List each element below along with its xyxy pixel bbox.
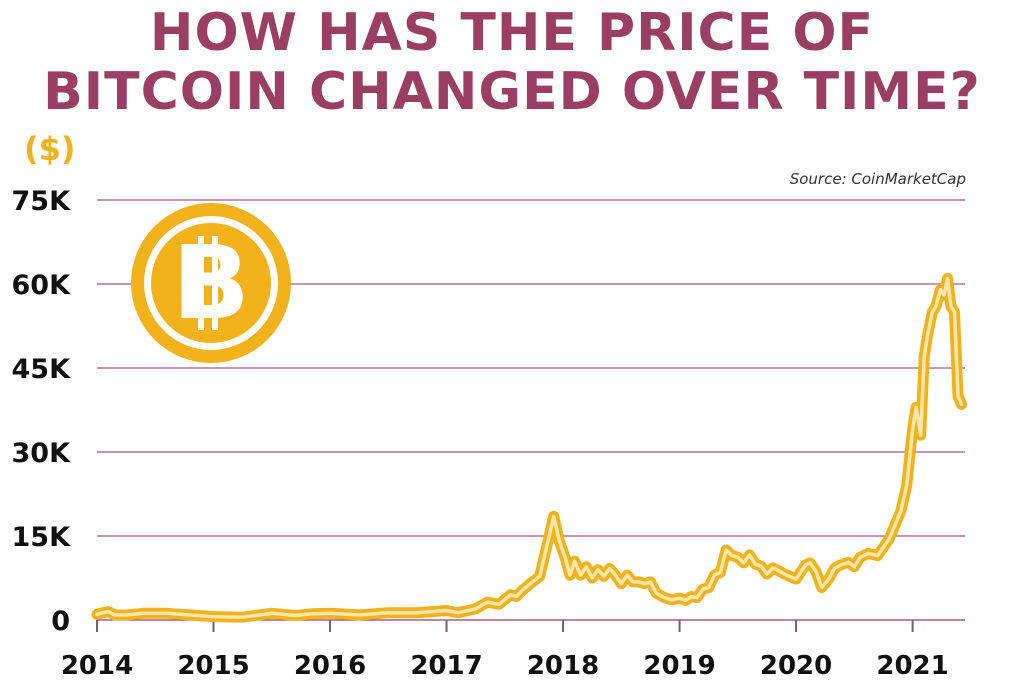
y-axis-unit-label: ($) [24,130,76,168]
y-tick-label: 30K [12,438,72,469]
x-axis-ticks: 2014 2015 2016 2017 2018 2019 2020 2021 [61,620,949,681]
price-line-inner [95,276,964,619]
chart-title-line-2: BITCOIN CHANGED OVER TIME? [43,62,981,122]
x-tick-label: 2015 [177,651,249,681]
bitcoin-logo-glyph: B [172,224,250,343]
chart-title: HOW HAS THE PRICE OF BITCOIN CHANGED OVE… [0,4,1024,122]
x-tick-label: 2020 [760,651,832,681]
chart-title-line-1: HOW HAS THE PRICE OF [149,3,875,63]
price-series [91,272,967,623]
bitcoin-logo-inner-disc [151,223,271,343]
x-tick-label: 2021 [876,651,948,681]
source-note: Source: CoinMarketCap [789,170,966,188]
y-axis-ticks: 0 15K 30K 45K 60K 75K [12,186,72,637]
y-tick-label: 60K [12,270,72,301]
y-tick-label: 0 [51,606,70,637]
y-tick-label: 15K [12,522,72,553]
x-tick-label: 2014 [61,651,133,681]
x-tick-label: 2018 [527,651,599,681]
x-tick-label: 2019 [643,651,715,681]
y-tick-label: 75K [12,186,72,217]
x-tick-label: 2016 [294,651,366,681]
y-tick-label: 45K [12,354,72,385]
bitcoin-logo-icon: B [131,203,291,363]
x-tick-label: 2017 [410,651,482,681]
